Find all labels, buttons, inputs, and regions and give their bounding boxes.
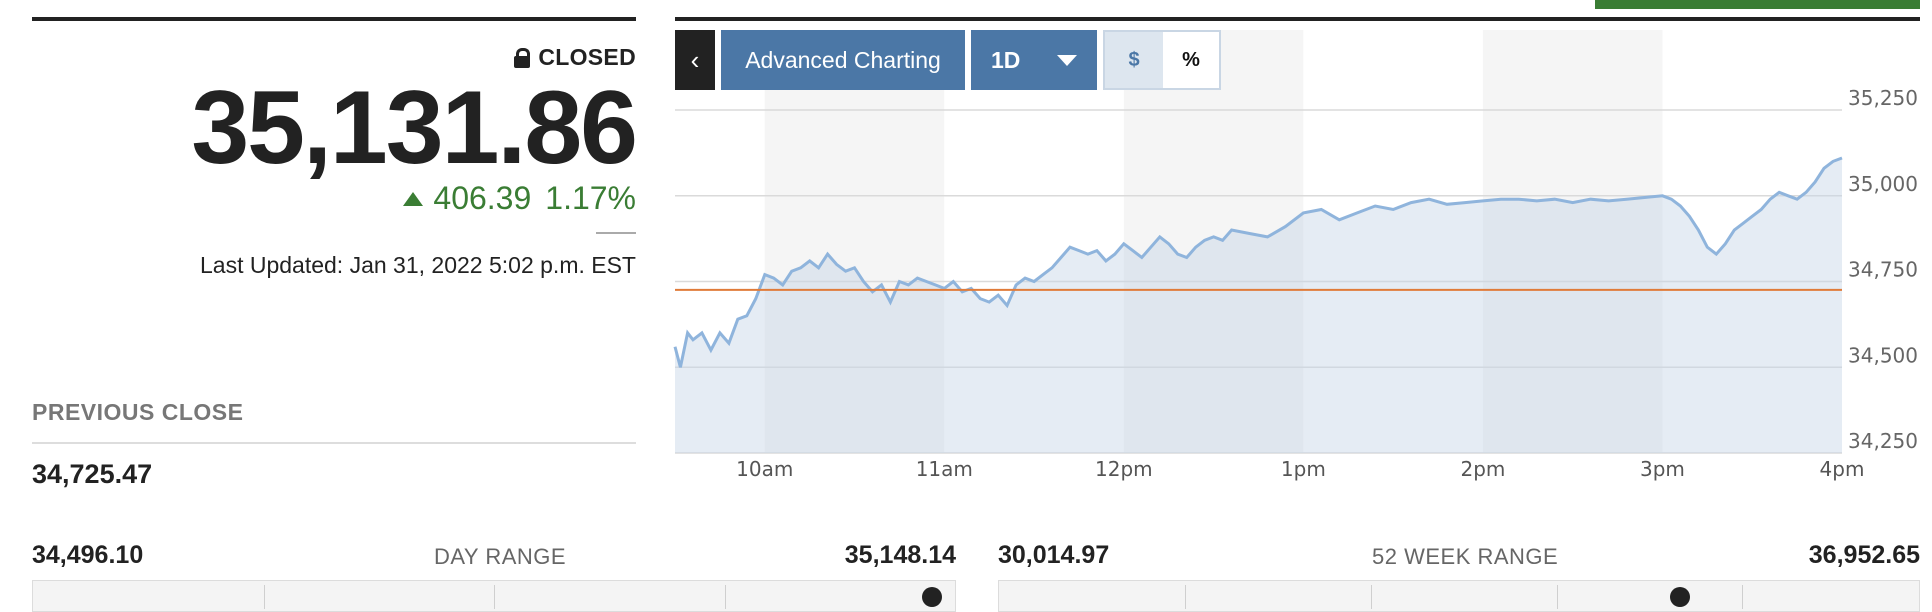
hour-band — [1303, 30, 1483, 453]
week52-range-label: 52 WEEK RANGE — [1372, 544, 1559, 569]
x-tick-label: 4pm — [1820, 457, 1865, 481]
top-divider-right — [675, 17, 1920, 21]
x-tick-label: 11am — [916, 457, 973, 481]
week52-range-high: 36,952.65 — [1808, 541, 1920, 569]
day-range-label: DAY RANGE — [434, 544, 567, 569]
range-tick — [724, 585, 726, 609]
x-tick-label: 2pm — [1460, 457, 1505, 481]
change-percent: 1.17% — [545, 180, 636, 216]
range-tick — [1370, 585, 1372, 609]
range-tick — [494, 585, 495, 609]
previous-close-divider — [32, 442, 636, 444]
y-tick-label: 35,000 — [1848, 172, 1918, 196]
x-axis: 10am 11am 12pm 1pm 2pm 3pm 4pm — [736, 457, 1864, 481]
day-range-bar — [32, 580, 956, 612]
change-divider — [596, 232, 636, 234]
previous-close-value: 34,725.47 — [32, 459, 153, 489]
x-tick-label: 3pm — [1640, 457, 1685, 481]
hour-bands — [675, 30, 1842, 453]
time-range-value: 1D — [991, 46, 1021, 73]
hour-band — [764, 30, 945, 453]
range-tick — [1556, 585, 1558, 609]
price-area — [675, 158, 1842, 453]
week52-range-marker — [1669, 587, 1690, 607]
up-arrow-icon — [403, 191, 424, 206]
advanced-charting-button[interactable]: Advanced Charting — [721, 30, 965, 90]
week52-range-low: 30,014.97 — [998, 541, 1110, 569]
y-axis: 35,250 35,000 34,750 34,500 34,250 — [1848, 86, 1918, 453]
grid-lines — [675, 109, 1842, 454]
last-price: 35,131.86 — [191, 70, 638, 186]
market-status-label: CLOSED — [538, 44, 636, 70]
value-mode-toggle: $ % — [1103, 30, 1221, 90]
range-tick — [263, 585, 265, 609]
top-action-bar[interactable] — [1595, 0, 1920, 9]
previous-close-label: PREVIOUS CLOSE — [32, 399, 244, 425]
chevron-down-icon — [1057, 55, 1077, 66]
market-status: CLOSED — [514, 44, 636, 71]
hour-band — [944, 30, 1124, 453]
time-range-dropdown[interactable]: 1D — [971, 30, 1097, 90]
dollar-mode-button[interactable]: $ — [1105, 32, 1163, 88]
week52-range-bar — [998, 580, 1920, 612]
x-tick-label: 12pm — [1095, 457, 1153, 481]
change-points: 406.39 — [433, 180, 532, 216]
y-tick-label: 34,750 — [1848, 258, 1918, 282]
hour-band — [1482, 30, 1663, 453]
price-change: 406.39 1.17% — [403, 180, 636, 217]
hour-band — [1662, 30, 1842, 453]
x-tick-label: 10am — [736, 457, 793, 481]
y-tick-label: 34,250 — [1848, 429, 1918, 453]
hour-band — [675, 30, 765, 453]
x-tick-label: 1pm — [1281, 457, 1326, 481]
y-tick-label: 35,250 — [1848, 86, 1918, 110]
top-divider-left — [32, 17, 636, 21]
day-range-high: 35,148.14 — [844, 541, 956, 569]
percent-mode-button[interactable]: % — [1182, 48, 1200, 71]
hour-band — [1123, 30, 1304, 453]
collapse-chart-button[interactable]: ‹ — [675, 30, 715, 90]
last-updated: Last Updated: Jan 31, 2022 5:02 p.m. EST — [199, 252, 636, 278]
y-tick-label: 34,500 — [1848, 343, 1918, 367]
lock-icon — [514, 47, 531, 68]
range-tick — [1742, 585, 1744, 609]
day-range-marker — [921, 587, 942, 607]
chevron-left-icon: ‹ — [690, 44, 700, 75]
day-range-low: 34,496.10 — [32, 541, 144, 569]
range-tick — [1184, 585, 1186, 609]
price-line — [673, 156, 1843, 368]
